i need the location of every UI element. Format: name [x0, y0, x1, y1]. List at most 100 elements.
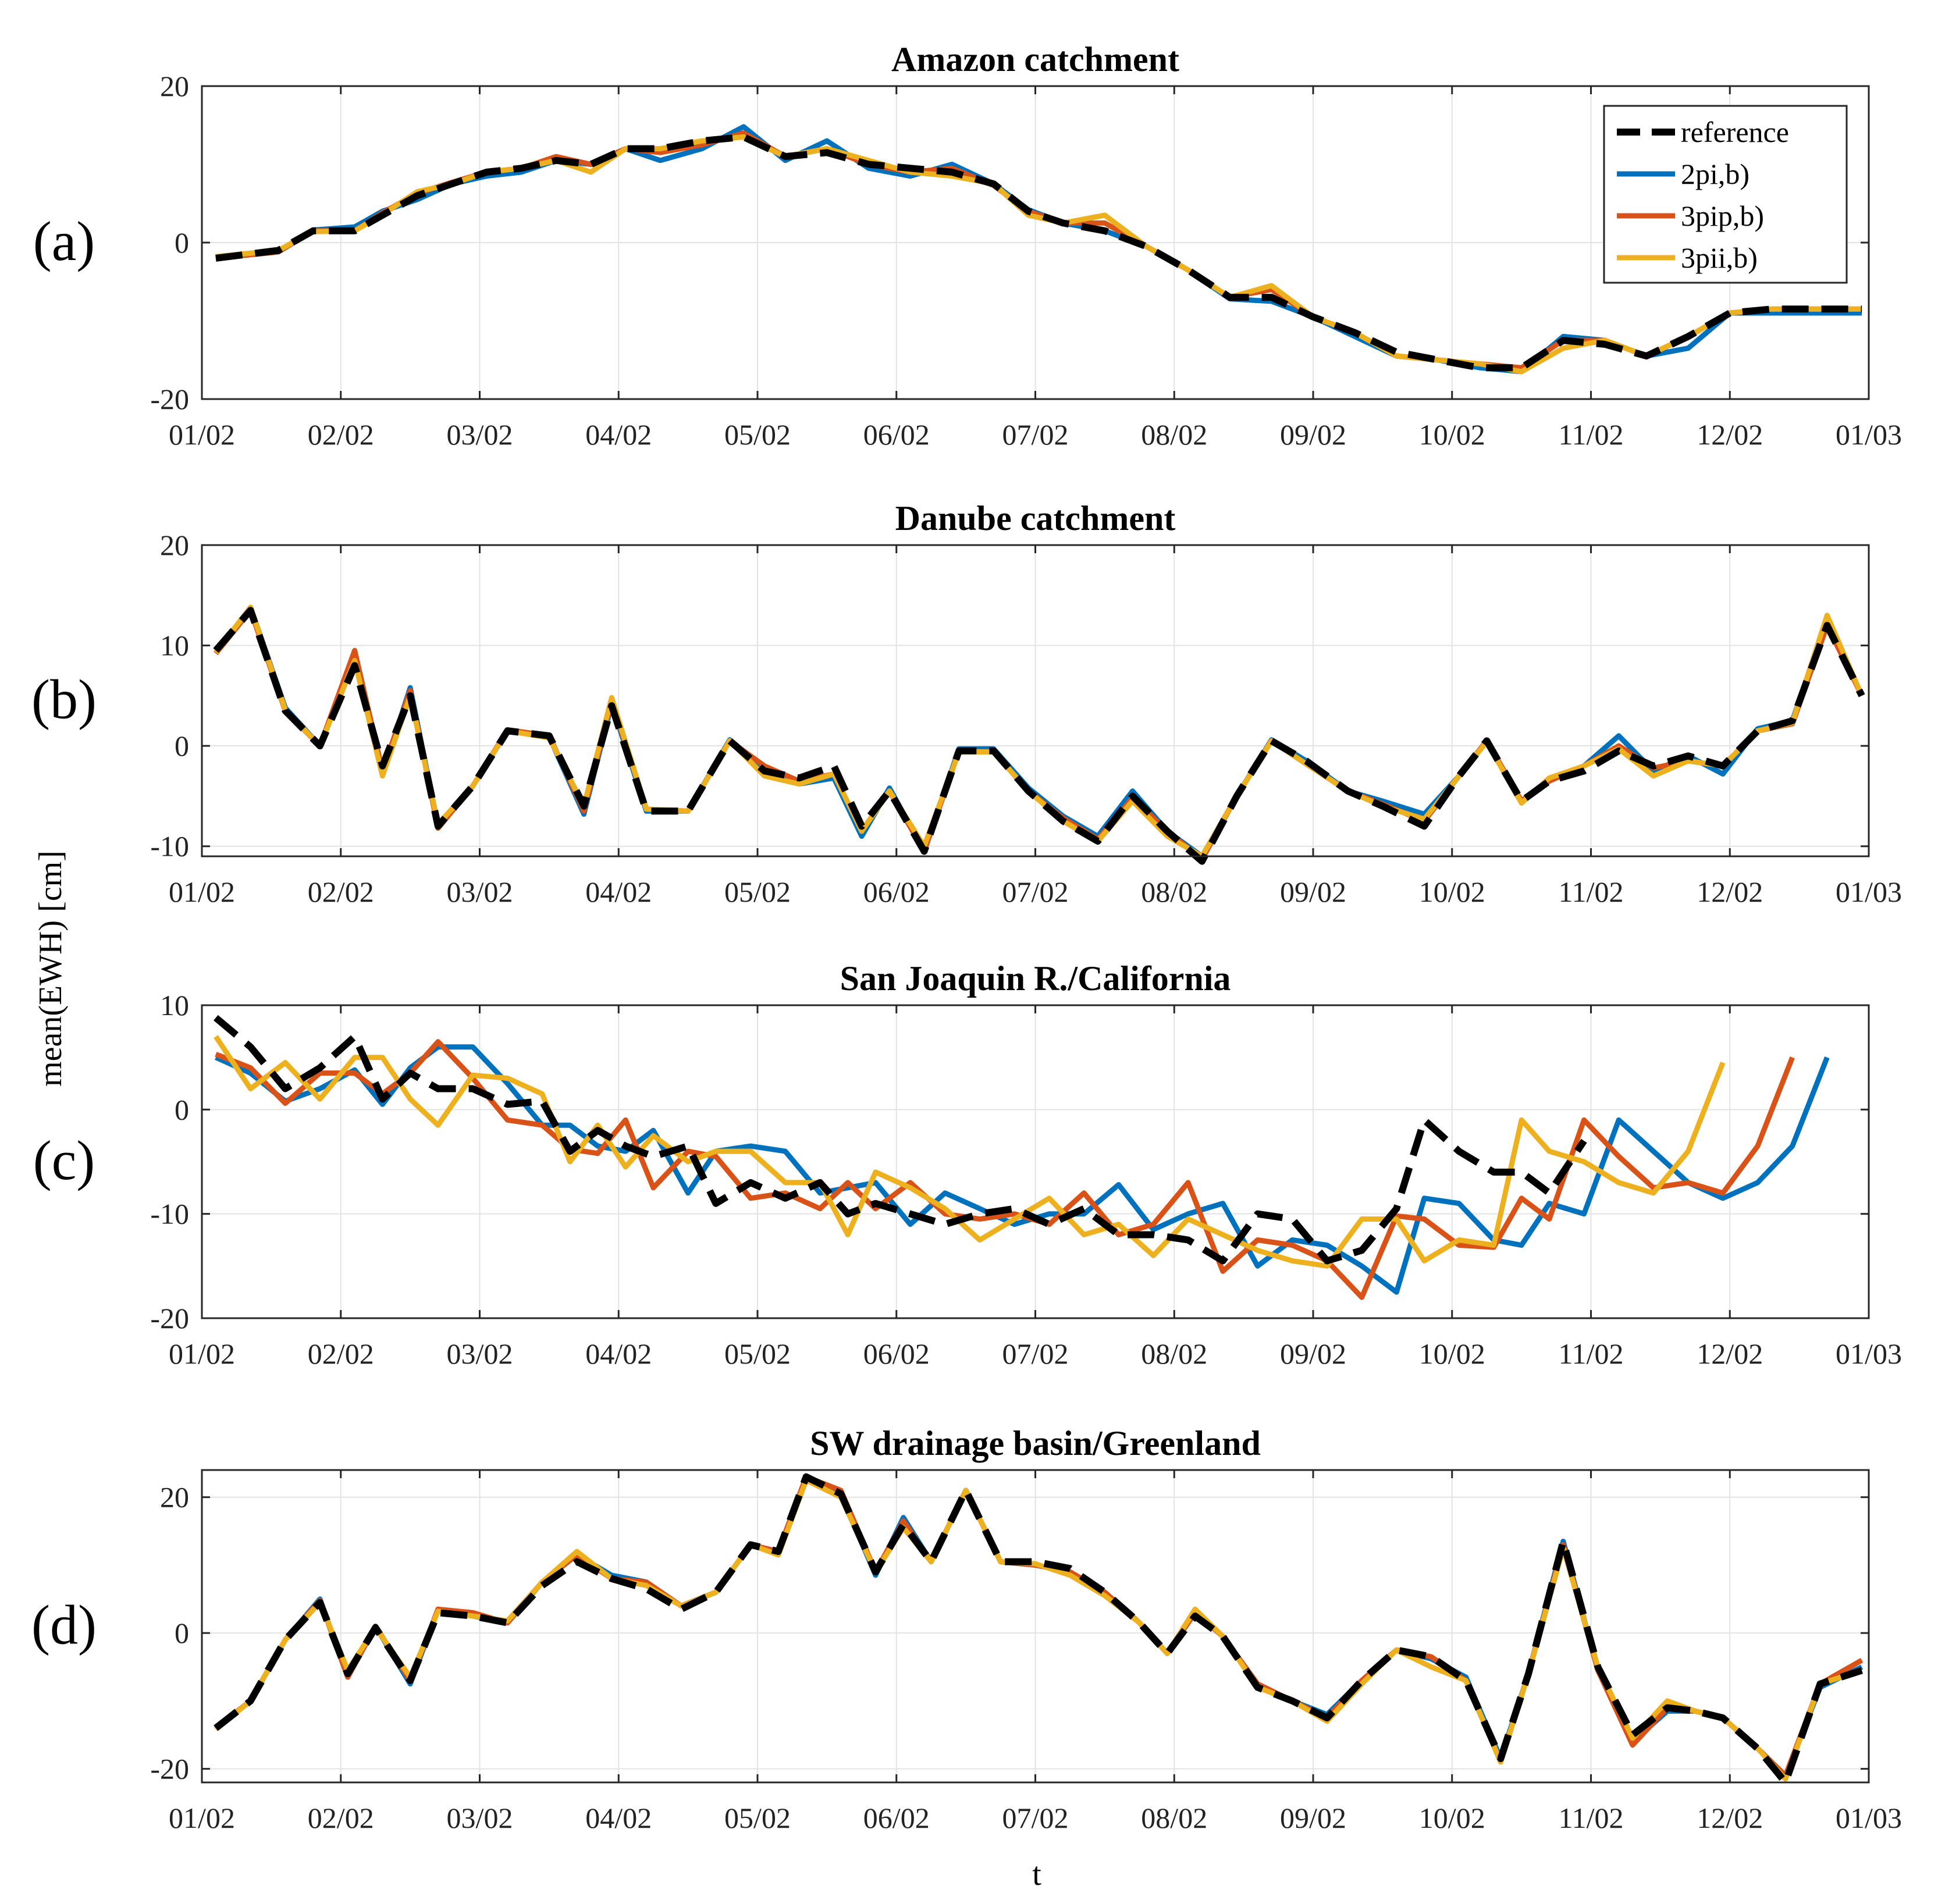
x-tick-label: 10/02 — [1419, 1802, 1485, 1834]
x-tick-label: 09/02 — [1280, 418, 1346, 451]
series-line-reference — [213, 607, 1865, 865]
x-tick-label: 11/02 — [1558, 1337, 1623, 1370]
panel-title: SW drainage basin/Greenland — [810, 1424, 1261, 1462]
x-tick-label: 08/02 — [1141, 418, 1207, 451]
panels: 01/02 02/02 03/02 04/02 05/02 06/02 07/02 08/02… — [31, 40, 1902, 1834]
panel-2: 01/02 02/02 03/02 04/02 05/02 06/02 07/02 08/02… — [31, 499, 1902, 908]
panel-title: Amazon catchment — [891, 40, 1179, 79]
x-tick-label: 04/02 — [585, 418, 652, 451]
x-tick-label: 12/02 — [1697, 1802, 1763, 1834]
panel-label: (d) — [31, 1594, 97, 1656]
x-tick-label: 01/03 — [1836, 1337, 1902, 1370]
x-tick-label: 01/02 — [169, 1337, 235, 1370]
x-tick-label: 07/02 — [1002, 876, 1069, 908]
panel-1: 01/02 02/02 03/02 04/02 05/02 06/02 07/02 08/02… — [33, 40, 1902, 451]
y-axis-label: mean(EWH) [cm] — [33, 850, 69, 1087]
x-axis-label: t — [1032, 1856, 1041, 1892]
y-tick-label: -10 — [150, 830, 189, 863]
y-tick-label: -20 — [150, 1753, 189, 1785]
y-tick-label: 0 — [175, 729, 189, 762]
panel-label: (b) — [31, 668, 97, 731]
series-line-reference — [214, 1015, 1587, 1265]
panel-title: Danube catchment — [895, 499, 1176, 538]
x-tick-label: 05/02 — [724, 1337, 791, 1370]
x-tick-label: 03/02 — [447, 876, 513, 908]
x-tick-label: 07/02 — [1002, 1802, 1069, 1834]
panel-title: San Joaquin R./California — [840, 959, 1231, 998]
x-tick-label: 04/02 — [585, 1802, 652, 1834]
x-tick-label: 01/03 — [1836, 1802, 1902, 1834]
x-tick-label: 02/02 — [308, 418, 374, 451]
legend-entry-label: 3pii,b) — [1681, 241, 1758, 274]
x-tick-label: 06/02 — [863, 1802, 930, 1834]
y-tick-label: 0 — [175, 1093, 189, 1126]
x-tick-label: 06/02 — [863, 876, 930, 908]
x-tick-label: 04/02 — [585, 1337, 652, 1370]
x-tick-label: 02/02 — [308, 1337, 374, 1370]
x-tick-label: 09/02 — [1280, 1337, 1346, 1370]
series-line-2pi — [214, 604, 1865, 859]
x-tick-label: 01/03 — [1836, 418, 1902, 451]
legend-entry-label: reference — [1681, 116, 1789, 148]
y-tick-label: -20 — [150, 383, 189, 415]
series-line-3pip — [214, 1474, 1864, 1778]
x-tick-label: 05/02 — [724, 418, 791, 451]
x-tick-label: 11/02 — [1558, 418, 1623, 451]
x-tick-label: 06/02 — [863, 418, 930, 451]
x-tick-label: 10/02 — [1419, 876, 1485, 908]
x-tick-label: 01/02 — [169, 1802, 235, 1834]
panel-4: 01/02 02/02 03/02 04/02 05/02 06/02 07/02 08/02… — [31, 1424, 1902, 1834]
series-line-3pip — [215, 1039, 1795, 1300]
x-tick-label: 02/02 — [308, 876, 374, 908]
x-tick-label: 06/02 — [863, 1337, 930, 1370]
x-tick-label: 12/02 — [1697, 418, 1763, 451]
x-tick-label: 02/02 — [308, 1802, 374, 1834]
series-line-2pi — [215, 1044, 1830, 1295]
y-tick-label: -20 — [150, 1302, 189, 1334]
legend-box — [1603, 105, 1848, 284]
x-tick-label: 03/02 — [447, 1337, 513, 1370]
x-tick-label: 07/02 — [1002, 418, 1069, 451]
panel-3: 01/02 02/02 03/02 04/02 05/02 06/02 07/02 08/02… — [33, 959, 1902, 1370]
y-tick-label: 0 — [175, 226, 189, 259]
x-tick-label: 04/02 — [585, 876, 652, 908]
x-tick-label: 11/02 — [1558, 876, 1623, 908]
x-tick-label: 12/02 — [1697, 1337, 1763, 1370]
y-tick-label: 20 — [160, 70, 189, 102]
x-tick-label: 08/02 — [1141, 1802, 1207, 1834]
x-tick-label: 10/02 — [1419, 418, 1485, 451]
x-tick-label: 08/02 — [1141, 876, 1207, 908]
x-tick-label: 10/02 — [1419, 1337, 1485, 1370]
x-tick-label: 09/02 — [1280, 1802, 1346, 1834]
series-line-3pii — [214, 1035, 1726, 1269]
x-tick-label: 01/02 — [169, 876, 235, 908]
x-tick-label: 01/02 — [169, 418, 235, 451]
y-tick-label: 20 — [160, 1481, 189, 1514]
x-tick-label: 11/02 — [1558, 1802, 1623, 1834]
legend-entry-label: 3pip,b) — [1681, 200, 1764, 232]
x-tick-label: 03/02 — [447, 1802, 513, 1834]
x-tick-label: 08/02 — [1141, 1337, 1207, 1370]
x-tick-label: 12/02 — [1697, 876, 1763, 908]
y-tick-label: 10 — [160, 629, 189, 662]
series-line-3pip — [214, 607, 1865, 862]
panel-label: (c) — [33, 1129, 95, 1191]
panel-label: (a) — [33, 210, 95, 272]
y-tick-label: -10 — [150, 1198, 189, 1230]
x-tick-label: 09/02 — [1280, 876, 1346, 908]
x-tick-label: 05/02 — [724, 876, 791, 908]
series-line-3pii — [214, 1478, 1863, 1782]
legend: reference 2pi,b) 3pip,b) 3pii,b) — [1603, 105, 1848, 284]
y-tick-label: 20 — [160, 529, 189, 561]
y-tick-label: 0 — [175, 1617, 189, 1649]
x-tick-label: 05/02 — [724, 1802, 791, 1834]
series-line-reference — [214, 1473, 1863, 1786]
series-line-3pii — [214, 604, 1865, 859]
series-line-reference — [215, 133, 1862, 372]
legend-entry-label: 2pi,b) — [1681, 158, 1749, 190]
x-tick-label: 01/03 — [1836, 876, 1902, 908]
series-line-2pi — [214, 1474, 1864, 1778]
x-tick-label: 07/02 — [1002, 1337, 1069, 1370]
x-tick-label: 03/02 — [447, 418, 513, 451]
